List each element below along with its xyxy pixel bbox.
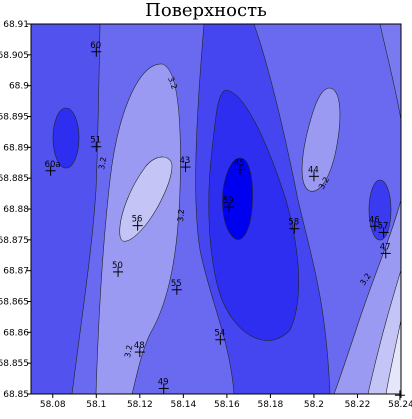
y-tick-label: 68.89 — [3, 143, 29, 153]
data-point: 49 — [158, 377, 169, 394]
data-point: 48 — [134, 341, 145, 358]
y-tick-label: 68.865 — [0, 298, 29, 308]
y-tick-label: 68.9 — [9, 82, 29, 92]
y-tick-label: 68.88 — [3, 205, 29, 215]
contour-label: 3.2 — [123, 344, 134, 358]
y-tick-label: 68.86 — [3, 328, 29, 338]
data-point: 45 — [234, 159, 245, 175]
data-point: 50 — [112, 261, 124, 277]
data-point: 57 — [378, 221, 389, 238]
y-tick-label: 68.875 — [0, 236, 29, 246]
point-label: 44 — [308, 165, 319, 175]
x-tick-label: 58.08 — [40, 400, 66, 410]
data-point — [394, 390, 405, 401]
chart-title: Поверхность — [145, 0, 267, 21]
x-tick-label: 58.16 — [214, 400, 240, 410]
contour-band-core — [222, 157, 253, 240]
y-tick-label: 68.855 — [0, 359, 29, 369]
contour-band-left-peak — [52, 107, 80, 169]
x-tick-label: 58.2 — [304, 400, 324, 410]
contour-band-center-inner — [208, 89, 300, 341]
x-tick-label: 58.22 — [345, 400, 371, 410]
point-label: 46 — [369, 215, 380, 225]
contour-surface — [31, 24, 401, 394]
point-label: 59 — [223, 196, 234, 206]
data-point: 55 — [171, 279, 182, 295]
point-label: 43 — [180, 156, 191, 166]
data-point: 44 — [308, 165, 319, 182]
data-point: 43 — [180, 156, 191, 173]
point-label: 60a — [45, 160, 61, 170]
data-point: 60a — [45, 160, 61, 176]
point-label: 60 — [90, 41, 101, 51]
y-tick-label: 68.91 — [3, 20, 29, 30]
point-label: 57 — [378, 221, 389, 231]
point-label: 50 — [112, 261, 123, 271]
y-tick-label: 68.905 — [0, 51, 29, 61]
point-label: 58 — [288, 218, 299, 228]
contour-label: 3.2 — [97, 156, 108, 170]
data-point: 56 — [132, 215, 143, 231]
x-tick-label: 58.14 — [170, 400, 196, 410]
contour-band-right-light — [301, 87, 341, 192]
x-tick-label: 58.1 — [86, 400, 106, 410]
y-tick-label: 68.85 — [3, 390, 29, 400]
data-point: 54 — [214, 329, 226, 345]
contour-band-left — [31, 24, 101, 394]
data-point: 46 — [369, 215, 380, 232]
y-tick-label: 68.87 — [3, 267, 29, 277]
point-label: 56 — [132, 215, 143, 225]
point-label: 55 — [171, 279, 182, 289]
point-label: 49 — [158, 377, 169, 387]
data-point: 51 — [90, 136, 102, 152]
x-tick-label: 58.24 — [388, 400, 412, 410]
point-label: 54 — [214, 329, 225, 339]
contour-label: 3.2 — [176, 209, 186, 222]
axis-ticks: 58.08 58.1 58.12 58.14 58.16 58.18 58.2 58.22 58… — [0, 20, 412, 410]
data-point: 47 — [380, 242, 391, 259]
contour-label: 3.2 — [166, 76, 179, 91]
point-label: 47 — [380, 242, 391, 252]
x-tick-label: 58.12 — [127, 400, 153, 410]
y-tick-label: 68.885 — [0, 174, 29, 184]
data-point: 60 — [90, 41, 102, 57]
contour-band-lighter — [119, 156, 173, 242]
point-label: 51 — [90, 136, 101, 146]
point-label: 45 — [234, 159, 245, 169]
data-point: 59 — [223, 196, 235, 213]
x-tick-label: 58.18 — [258, 400, 284, 410]
point-label: 48 — [134, 341, 145, 351]
data-point: 58 — [288, 218, 300, 234]
y-tick-label: 68.895 — [0, 113, 29, 123]
